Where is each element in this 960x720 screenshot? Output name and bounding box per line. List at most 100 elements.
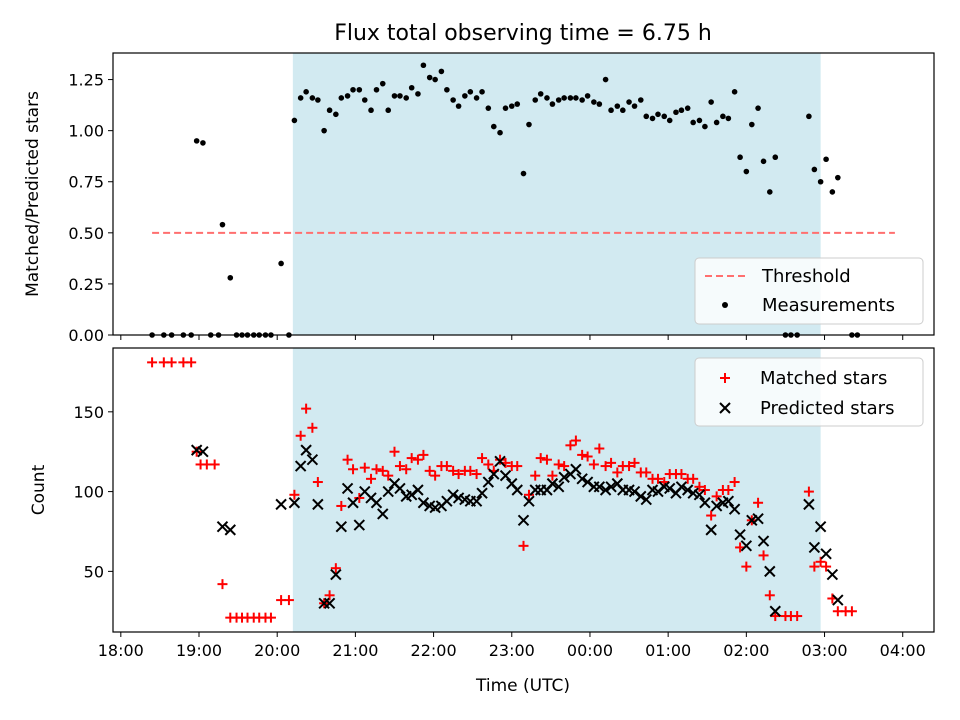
- predicted-star-point: [306, 453, 319, 466]
- matched-star-point: [821, 561, 832, 572]
- predicted-star-point: [417, 497, 430, 509]
- matched-star-point: [809, 561, 820, 572]
- measurement-point: [520, 170, 527, 177]
- measurement-point: [684, 105, 691, 111]
- matched-star-point: [577, 449, 588, 460]
- predicted-star-point: [803, 498, 815, 511]
- matched-star-point: [301, 403, 312, 414]
- predicted-star-point-b: [382, 485, 394, 498]
- predicted-star-point-b: [323, 597, 336, 609]
- measurement-point: [772, 154, 779, 161]
- measurement-point: [379, 80, 386, 87]
- bottom-y-axis-label: Count: [29, 464, 49, 515]
- measurement-point: [749, 121, 755, 128]
- predicted-star-point: [447, 489, 459, 501]
- measurement-point: [537, 91, 544, 97]
- matched-star-point: [477, 453, 488, 464]
- predicted-star-point: [675, 481, 688, 493]
- measurement-point: [817, 178, 824, 185]
- measurement-point: [473, 95, 480, 101]
- predicted-star-point-b: [423, 500, 436, 512]
- measurement-point: [344, 93, 351, 99]
- matched-star-point: [283, 595, 294, 606]
- predicted-star-point-b: [353, 519, 366, 531]
- predicted-star-point: [652, 485, 664, 498]
- matched-star-point: [342, 454, 353, 465]
- measurement-point: [579, 97, 585, 103]
- matched-star-point: [324, 590, 335, 601]
- predicted-star-point: [275, 498, 287, 511]
- bottom-y-tick-label: 150: [73, 403, 104, 422]
- predicted-star-point: [517, 514, 530, 527]
- matched-star-point: [530, 470, 541, 481]
- matched-star-point: [846, 606, 857, 617]
- predicted-star-point: [752, 513, 764, 525]
- predicted-star-point: [808, 541, 821, 554]
- predicted-star-point-b: [365, 492, 377, 504]
- matched-star-point: [512, 461, 523, 472]
- predicted-star-point: [740, 540, 753, 552]
- predicted-star-point-b: [710, 500, 723, 512]
- bottom-axes-frame: [112, 347, 935, 633]
- predicted-star-point-b: [675, 481, 688, 493]
- measurement-point: [438, 68, 445, 75]
- predicted-star-point-b: [394, 482, 406, 495]
- measurement-point: [356, 86, 363, 93]
- matched-star-point: [624, 461, 635, 472]
- measurement-point: [333, 111, 339, 118]
- predicted-star-point-b: [511, 484, 523, 496]
- predicted-star-point-b: [190, 444, 203, 456]
- matched-star-point: [523, 489, 534, 500]
- predicted-star-point-b: [370, 497, 383, 509]
- predicted-star-point-b: [757, 535, 770, 547]
- matched-star-point: [217, 579, 228, 590]
- predicted-star-point: [570, 463, 582, 475]
- measurement-point: [420, 62, 427, 69]
- measurement-point: [678, 107, 685, 114]
- predicted-star-point: [323, 597, 336, 609]
- x-tick-label: 20:00: [254, 641, 300, 660]
- predicted-star-point-b: [359, 485, 371, 498]
- measurement-point: [326, 107, 333, 114]
- predicted-star-point-b: [452, 492, 465, 504]
- predicted-star-point-b: [275, 498, 287, 511]
- predicted-star-point: [405, 489, 418, 501]
- predicted-star-point-b: [640, 493, 652, 506]
- legend-measurements-swatch: [722, 302, 728, 308]
- matched-star-point: [412, 454, 423, 465]
- matched-star-point: [406, 453, 417, 464]
- measurement-point: [532, 97, 539, 103]
- matched-star-point: [348, 464, 359, 475]
- matched-star-point: [570, 435, 581, 446]
- predicted-star-point-b: [494, 455, 506, 467]
- matched-star-point: [588, 459, 599, 470]
- measurement-point: [626, 99, 632, 105]
- matched-star-point: [424, 465, 435, 476]
- predicted-star-point-b: [705, 524, 717, 536]
- predicted-star-point: [511, 484, 523, 496]
- measurement-point: [708, 99, 714, 105]
- matched-star-point: [166, 357, 177, 368]
- x-tick-label: 21:00: [332, 641, 378, 660]
- x-tick-label: 01:00: [645, 641, 691, 660]
- matched-star-point: [483, 459, 494, 470]
- predicted-star-point: [757, 535, 770, 547]
- predicted-star-point-b: [470, 495, 483, 507]
- predicted-star-point: [599, 484, 612, 496]
- matched-stars-series: [147, 357, 857, 623]
- predicted-star-point-b: [224, 524, 236, 536]
- x-tick-label: 03:00: [801, 641, 847, 660]
- measurement-point: [591, 99, 597, 105]
- legend-matched-swatch: [720, 373, 730, 383]
- measurement-point: [637, 97, 644, 103]
- measurement-point: [544, 95, 550, 101]
- predicted-star-point: [312, 498, 324, 511]
- predicted-star-point: [216, 520, 229, 533]
- x-tick-label: 22:00: [411, 641, 457, 660]
- legend-measurements-label: Measurements: [762, 295, 895, 316]
- x-axis-label: Time (UTC): [475, 676, 570, 696]
- matched-star-point: [383, 470, 394, 481]
- matched-star-point: [729, 477, 740, 488]
- predicted-star-point: [330, 568, 342, 581]
- predicted-star-point-b: [611, 477, 624, 490]
